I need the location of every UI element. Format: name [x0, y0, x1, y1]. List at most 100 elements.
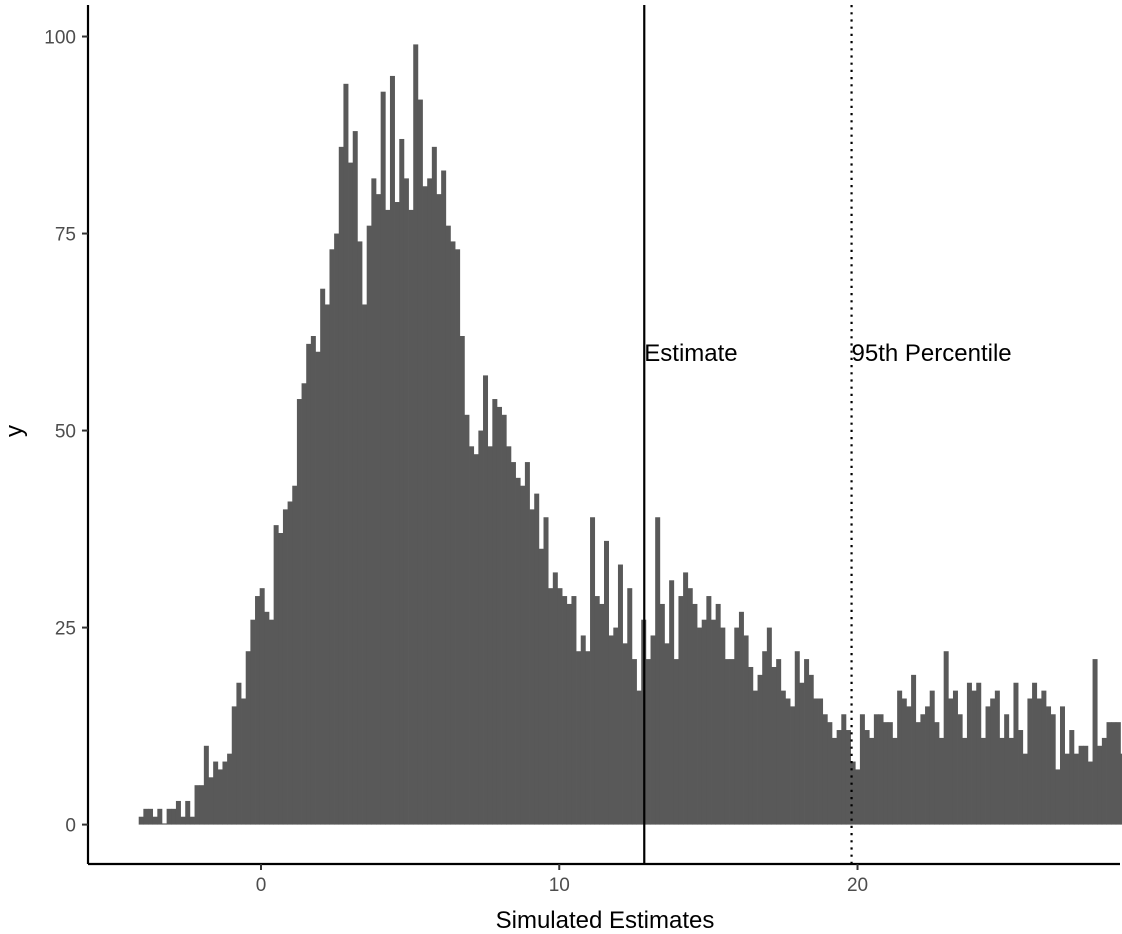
histogram-bar: [743, 635, 749, 825]
histogram-bar: [645, 659, 651, 825]
histogram-bar: [371, 178, 377, 825]
histogram-bar: [473, 454, 479, 825]
histogram-bar: [622, 643, 628, 825]
histogram-bar: [711, 619, 717, 825]
histogram-bar: [780, 690, 786, 825]
histogram-bar: [943, 651, 949, 825]
histogram-bar: [966, 682, 972, 825]
histogram-bar: [413, 44, 419, 825]
annotation-label: 95th Percentile: [852, 340, 1012, 367]
histogram-bar: [557, 588, 563, 825]
histogram-bar: [217, 769, 223, 825]
histogram-bar: [952, 690, 958, 825]
histogram-bar: [715, 603, 721, 825]
histogram-bar: [180, 816, 186, 825]
x-tick-label: 10: [549, 875, 570, 896]
histogram-bar: [766, 627, 772, 825]
y-tick-label: 0: [65, 816, 76, 837]
axes: 0 25 50 75 100 0 10 20: [44, 5, 1120, 896]
histogram-bar: [1027, 698, 1033, 825]
histogram-bar: [613, 627, 619, 825]
histogram-bar: [1036, 698, 1042, 825]
histogram-bar: [552, 572, 558, 825]
histogram-bar: [315, 351, 321, 825]
histogram-bar: [659, 603, 665, 825]
histogram-bar: [831, 737, 837, 825]
histogram-bar: [148, 808, 154, 825]
histogram-bar: [376, 194, 382, 825]
annotations: Estimate 95th Percentile: [644, 340, 1011, 367]
histogram-bar: [343, 83, 349, 825]
histogram-bar: [241, 698, 247, 825]
histogram-bar: [515, 477, 521, 825]
histogram-bar: [906, 706, 912, 825]
y-axis-title: y: [1, 425, 28, 437]
histogram-bar: [464, 414, 470, 825]
histogram-bar: [492, 399, 498, 825]
histogram-bar: [385, 209, 391, 825]
histogram-bar: [455, 249, 461, 825]
x-tick-label: 0: [256, 875, 267, 896]
histogram-bar: [408, 209, 414, 825]
histogram-bar: [357, 241, 363, 825]
histogram-bar: [175, 800, 181, 825]
histogram-bar: [524, 462, 530, 825]
histogram-bar: [380, 91, 386, 825]
histogram-bar: [399, 138, 405, 825]
histogram-bar: [278, 533, 284, 825]
histogram-bar: [790, 706, 796, 825]
histogram-bar: [548, 588, 554, 825]
histogram-bar: [138, 816, 144, 825]
histogram-bar: [762, 651, 768, 825]
histogram-bar: [362, 304, 368, 825]
histogram-bar: [738, 611, 744, 825]
histogram-bar: [617, 564, 623, 825]
histogram-bar: [203, 745, 209, 825]
histogram-bar: [650, 635, 656, 825]
histogram-bar: [352, 131, 358, 825]
histogram-bar: [469, 446, 475, 825]
histogram-bar: [697, 627, 703, 825]
histogram-bar: [185, 800, 191, 825]
histogram-bar: [576, 651, 582, 825]
histogram-bar: [757, 674, 763, 825]
y-tick-label: 50: [55, 422, 76, 443]
histogram-bar: [873, 714, 879, 825]
histogram-bar: [915, 722, 921, 825]
histogram-bar: [869, 737, 875, 825]
histogram-bar: [213, 761, 219, 825]
histogram-bar: [1069, 730, 1075, 825]
histogram-bar: [813, 698, 819, 825]
histogram-bar: [692, 603, 698, 825]
histogram-bar: [1050, 714, 1056, 825]
histogram-bar: [841, 714, 847, 825]
histogram-bar: [724, 659, 730, 825]
histogram-bar: [901, 698, 907, 825]
histogram-bar: [929, 690, 935, 825]
reference-lines: [643, 5, 853, 864]
histogram-bar: [892, 737, 898, 825]
histogram-bar: [678, 596, 684, 825]
histogram-bar: [450, 241, 456, 825]
histogram-bar: [338, 146, 344, 825]
histogram-bar: [1087, 761, 1093, 825]
histogram-bar: [850, 761, 856, 825]
histogram-bar: [604, 540, 609, 825]
histogram-bar: [729, 659, 735, 825]
histogram-bar: [236, 682, 242, 825]
histogram-bar: [990, 698, 996, 825]
histogram-bar: [859, 714, 865, 825]
histogram-bar: [231, 706, 237, 825]
histogram-bar: [306, 343, 312, 825]
histogram-bar: [543, 517, 549, 825]
histogram-bar: [1041, 690, 1047, 825]
histogram-bar: [822, 714, 828, 825]
histogram-bar: [199, 785, 205, 825]
histogram-bar: [320, 288, 326, 825]
histogram-bar: [1073, 753, 1079, 825]
histogram-bar: [897, 690, 903, 825]
histogram-bar: [934, 722, 940, 825]
histogram-bar: [282, 509, 288, 825]
histogram-bar: [580, 635, 586, 825]
